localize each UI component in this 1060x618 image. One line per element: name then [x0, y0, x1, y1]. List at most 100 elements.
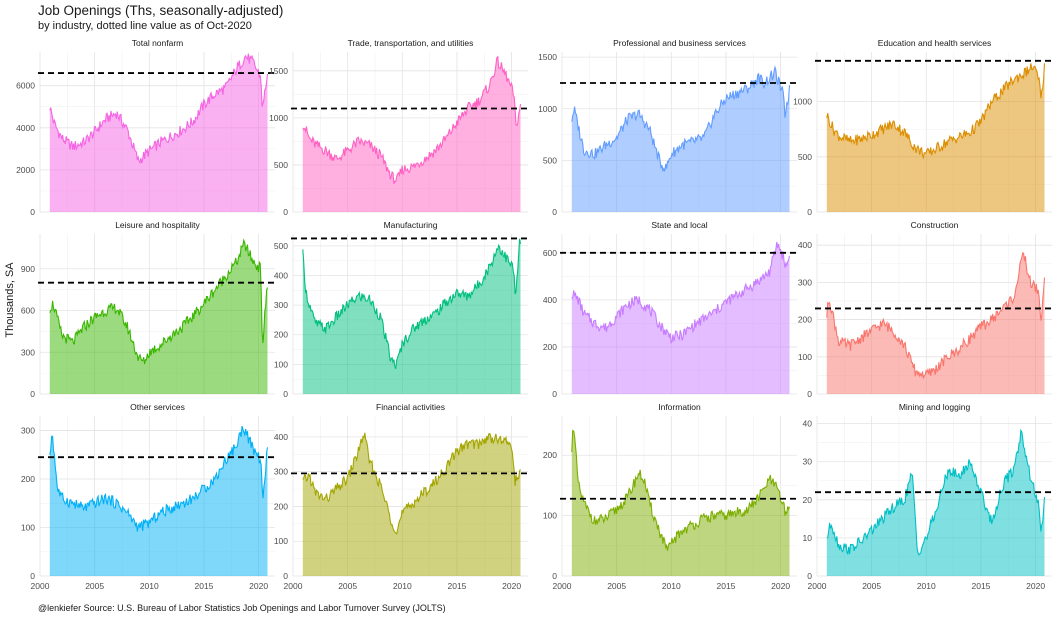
y-tick-label: 0 — [283, 389, 288, 399]
x-tick-label: 2020 — [1026, 581, 1045, 591]
panel-title-financial-activities: Financial activities — [376, 402, 445, 412]
panel-title-manufacturing: Manufacturing — [384, 220, 438, 230]
panel-title-trade-transportation-and-utilities: Trade, transportation, and utilities — [348, 38, 474, 48]
x-tick-label: 2005 — [607, 581, 626, 591]
x-tick-label: 2015 — [447, 581, 466, 591]
y-tick-label: 200 — [274, 501, 288, 511]
x-tick-label: 2000 — [31, 581, 50, 591]
y-tick-label: 900 — [21, 264, 35, 274]
series-area-manufacturing — [302, 238, 521, 394]
y-tick-label: 0 — [30, 571, 35, 581]
chart-title: Job Openings (Ths, seasonally-adjusted) — [38, 3, 284, 18]
y-tick-label: 0 — [283, 571, 288, 581]
series-line-other-services — [49, 426, 269, 532]
y-tick-label: 200 — [21, 474, 35, 484]
panel-title-state-and-local: State and local — [651, 220, 707, 230]
series-area-education-and-health-services — [826, 63, 1045, 213]
x-tick-label: 2015 — [971, 581, 990, 591]
x-tick-label: 2000 — [808, 581, 827, 591]
y-tick-label: 500 — [798, 152, 812, 162]
panel-title-other-services: Other services — [130, 402, 185, 412]
series-area-mining-and-logging — [826, 430, 1045, 576]
y-tick-label: 400 — [274, 270, 288, 280]
y-tick-label: 4000 — [16, 123, 35, 133]
y-tick-label: 300 — [21, 347, 35, 357]
y-tick-label: 0 — [807, 389, 812, 399]
series-line-trade-transportation-and-utilities — [302, 55, 522, 184]
y-tick-label: 300 — [21, 426, 35, 436]
y-tick-label: 10 — [803, 533, 813, 543]
x-tick-label: 2010 — [917, 581, 936, 591]
y-tick-label: 0 — [807, 207, 812, 217]
y-tick-label: 400 — [543, 295, 557, 305]
panel-title-construction: Construction — [911, 220, 959, 230]
y-tick-label: 200 — [798, 315, 812, 325]
panel-title-mining-and-logging: Mining and logging — [899, 402, 971, 412]
y-tick-label: 100 — [21, 523, 35, 533]
y-tick-label: 500 — [543, 155, 557, 165]
panel-title-leisure-and-hospitality: Leisure and hospitality — [115, 220, 200, 230]
x-tick-label: 2010 — [393, 581, 412, 591]
y-tick-label: 0 — [552, 389, 557, 399]
y-tick-label: 100 — [274, 359, 288, 369]
y-tick-label: 600 — [21, 306, 35, 316]
y-tick-label: 300 — [274, 467, 288, 477]
y-tick-label: 500 — [274, 160, 288, 170]
y-tick-label: 200 — [543, 342, 557, 352]
y-tick-label: 300 — [274, 300, 288, 310]
y-tick-label: 1500 — [538, 52, 557, 62]
x-tick-label: 2015 — [716, 581, 735, 591]
series-line-education-and-health-services — [826, 63, 1046, 160]
y-tick-label: 1000 — [269, 113, 288, 123]
series-line-leisure-and-hospitality — [49, 238, 269, 365]
y-tick-label: 0 — [552, 207, 557, 217]
x-tick-label: 2000 — [553, 581, 572, 591]
series-area-state-and-local — [571, 242, 790, 394]
series-area-leisure-and-hospitality — [49, 240, 268, 394]
y-tick-label: 30 — [803, 457, 813, 467]
x-tick-label: 2010 — [662, 581, 681, 591]
y-tick-label: 0 — [807, 571, 812, 581]
y-tick-label: 20 — [803, 495, 813, 505]
panel-title-total-nonfarm: Total nonfarm — [132, 38, 184, 48]
series-area-total-nonfarm — [49, 53, 268, 213]
x-tick-label: 2020 — [249, 581, 268, 591]
y-tick-label: 0 — [283, 207, 288, 217]
series-line-information — [571, 429, 791, 551]
y-tick-label: 100 — [798, 352, 812, 362]
source-caption: @lenkiefer Source: U.S. Bureau of Labor … — [38, 603, 446, 613]
panel-title-education-and-health-services: Education and health services — [878, 38, 991, 48]
panel-title-professional-and-business-services: Professional and business services — [613, 38, 746, 48]
y-tick-label: 600 — [543, 248, 557, 258]
series-area-financial-activities — [302, 432, 521, 576]
series-line-total-nonfarm — [49, 53, 269, 164]
series-area-trade-transportation-and-utilities — [302, 56, 521, 213]
y-tick-label: 100 — [274, 536, 288, 546]
y-tick-label: 500 — [274, 241, 288, 251]
x-tick-label: 2005 — [862, 581, 881, 591]
x-tick-label: 2005 — [338, 581, 357, 591]
series-area-construction — [826, 252, 1045, 394]
x-tick-label: 2015 — [194, 581, 213, 591]
y-tick-label: 200 — [274, 330, 288, 340]
y-tick-label: 1000 — [793, 97, 812, 107]
y-tick-label: 200 — [543, 450, 557, 460]
panel-title-information: Information — [658, 402, 701, 412]
series-line-state-and-local — [571, 241, 791, 344]
series-line-financial-activities — [302, 432, 521, 535]
y-tick-label: 100 — [543, 511, 557, 521]
y-tick-label: 1500 — [269, 66, 288, 76]
series-line-construction — [826, 251, 1046, 379]
y-tick-label: 6000 — [16, 81, 35, 91]
y-tick-label: 400 — [798, 240, 812, 250]
y-tick-label: 2000 — [16, 165, 35, 175]
y-tick-label: 0 — [30, 207, 35, 217]
y-tick-label: 40 — [803, 419, 813, 429]
y-tick-label: 400 — [274, 432, 288, 442]
x-tick-label: 2000 — [284, 581, 303, 591]
x-tick-label: 2020 — [502, 581, 521, 591]
series-line-professional-and-business-services — [571, 65, 791, 172]
series-area-other-services — [49, 426, 268, 576]
series-area-information — [571, 430, 790, 576]
